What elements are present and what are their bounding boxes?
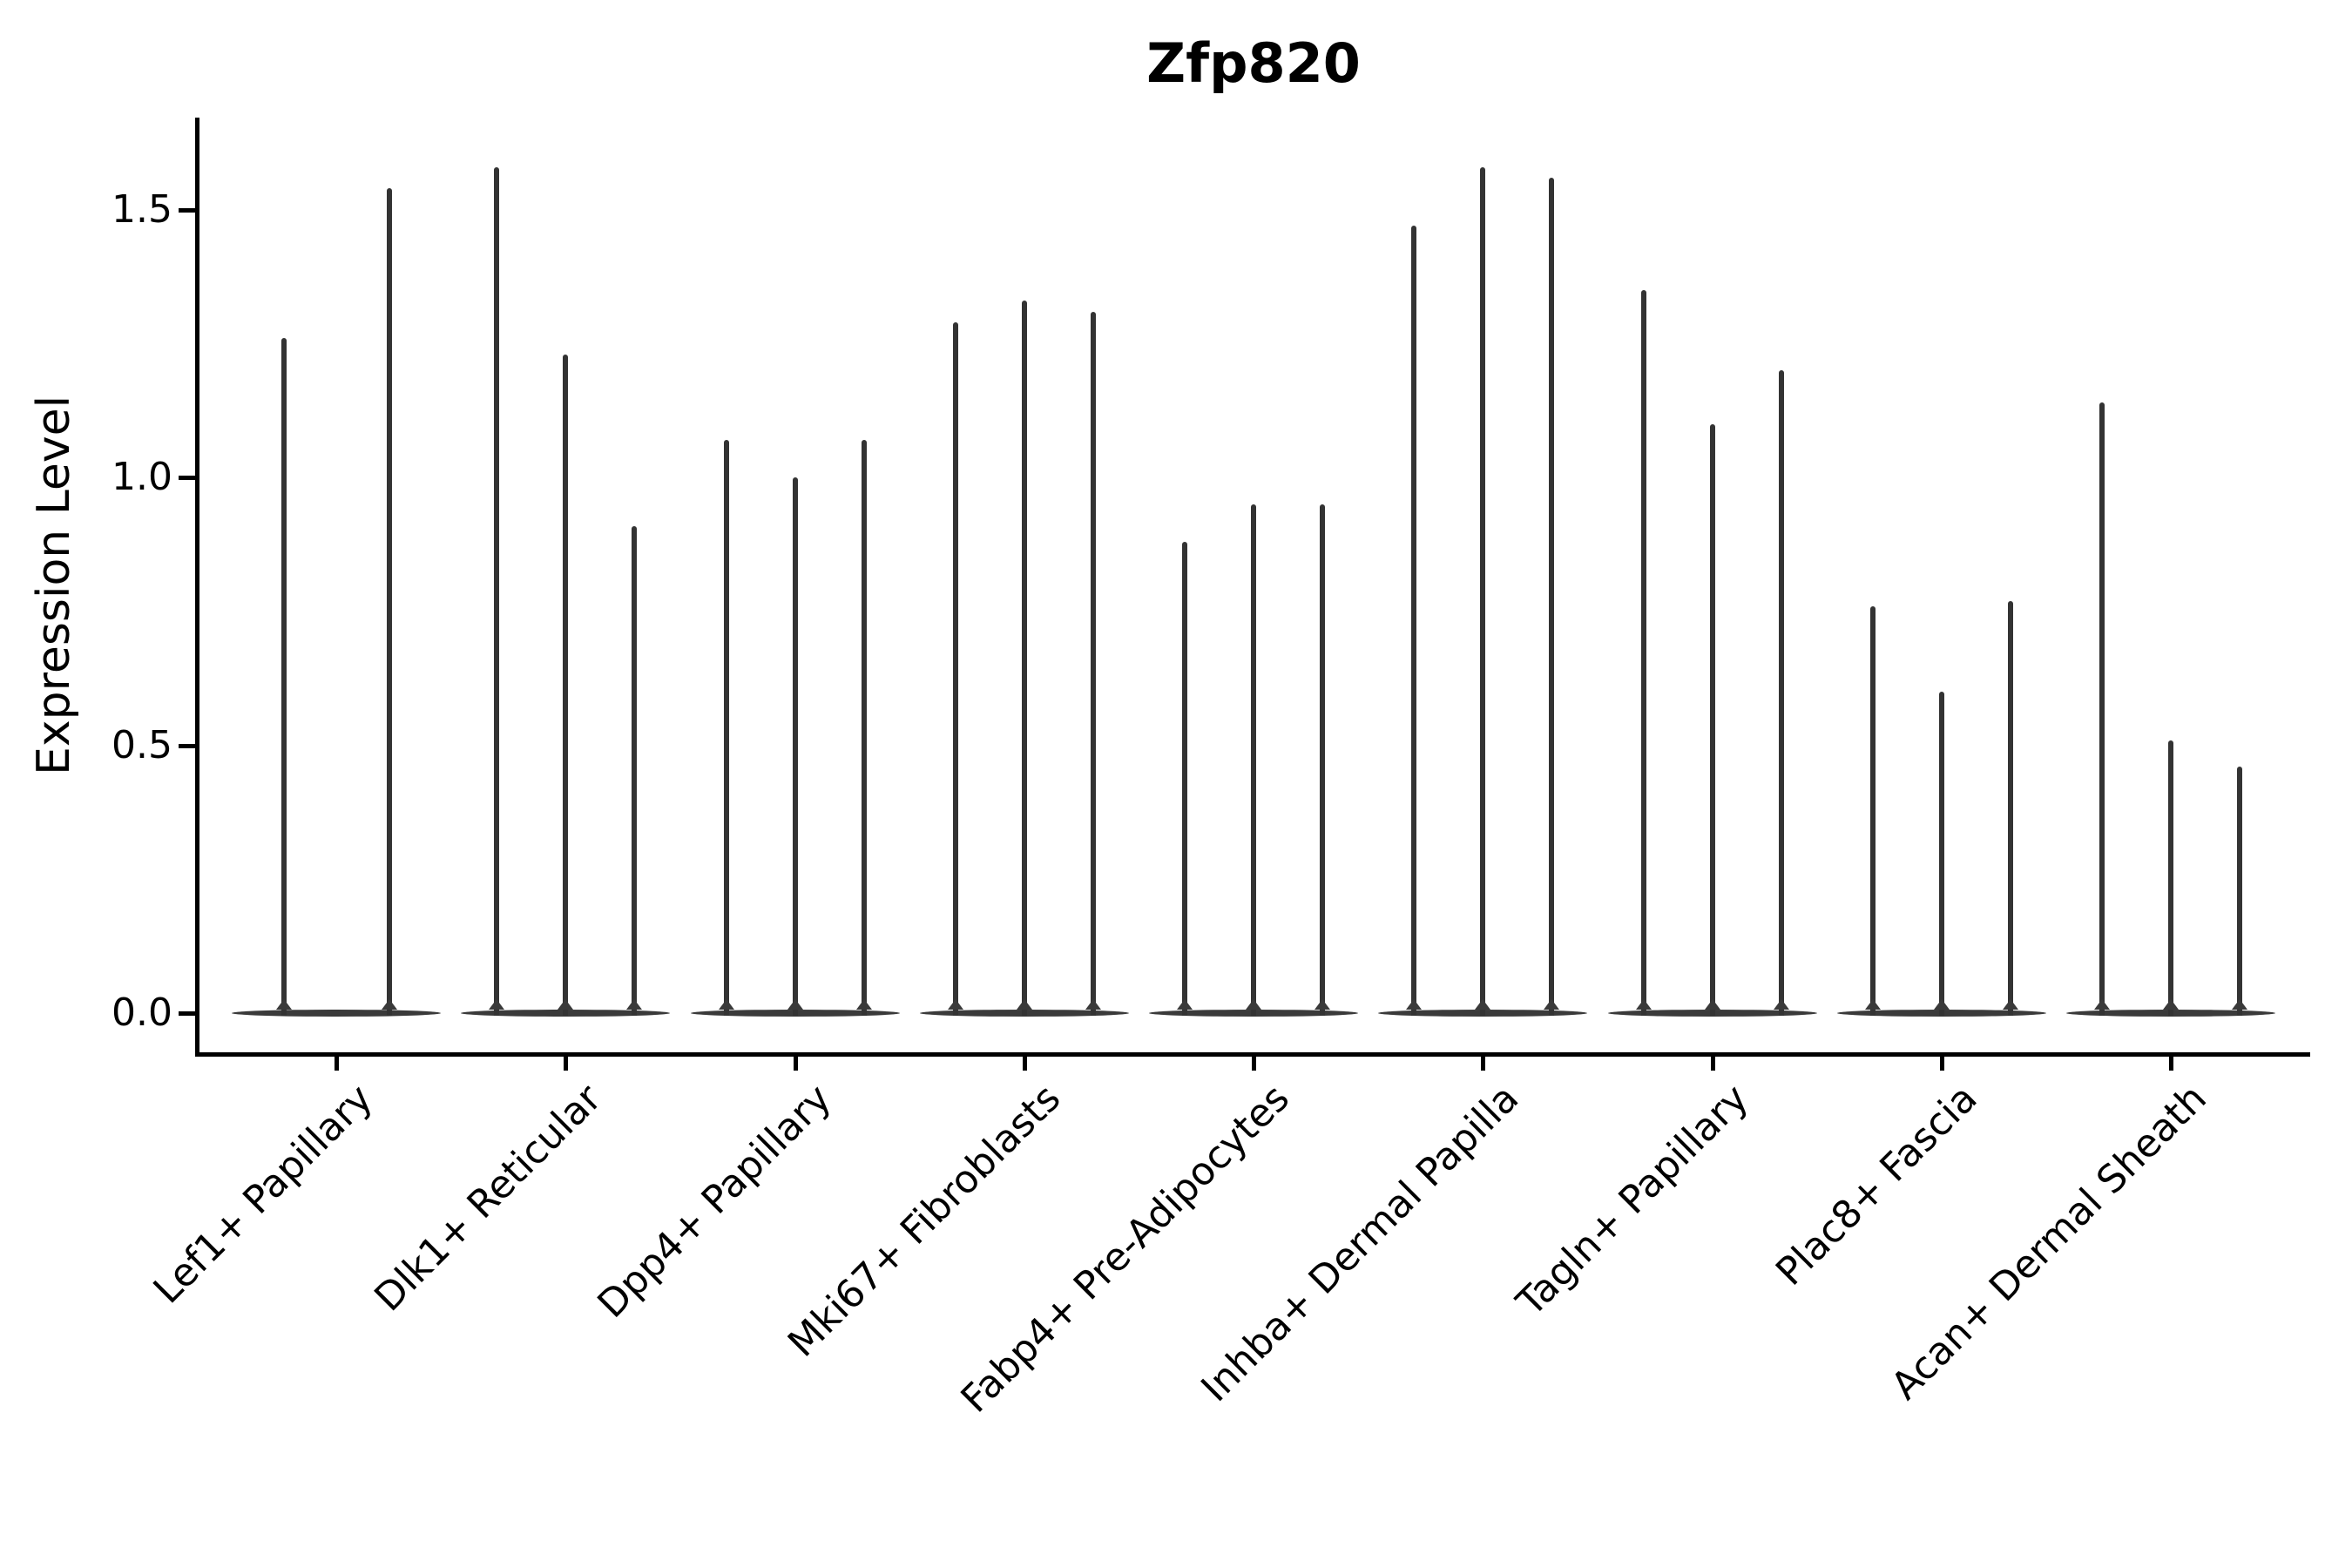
violin-spike-base bbox=[1635, 999, 1652, 1010]
violin-spike bbox=[1251, 504, 1256, 1016]
x-tick bbox=[1252, 1057, 1256, 1071]
violin-spike-base bbox=[1406, 999, 1423, 1010]
y-tick bbox=[179, 207, 196, 213]
violin-body bbox=[232, 1010, 441, 1017]
violin-spike-base bbox=[2094, 999, 2110, 1010]
violin-spike-base bbox=[1933, 999, 1950, 1010]
violin-spike bbox=[1480, 166, 1486, 1016]
violin-spike-base bbox=[855, 999, 872, 1010]
violin-spike-base bbox=[718, 999, 734, 1010]
violin-spike-base bbox=[787, 999, 803, 1010]
x-tick-label: Dlk1+ Reticular bbox=[366, 1076, 611, 1321]
x-tick bbox=[1022, 1057, 1027, 1071]
y-tick-label: 0.0 bbox=[112, 990, 172, 1035]
violin-spike bbox=[387, 188, 392, 1016]
x-tick-label: Dpp4+ Papillary bbox=[589, 1076, 840, 1327]
y-tick bbox=[179, 1011, 196, 1016]
violin-spike-base bbox=[1773, 999, 1789, 1010]
x-tick bbox=[1481, 1057, 1486, 1071]
violin-spike bbox=[632, 525, 638, 1016]
violin-spike bbox=[2237, 767, 2242, 1016]
violin-spike bbox=[1778, 370, 1784, 1016]
y-tick-label: 1.0 bbox=[112, 455, 172, 500]
violin-spike bbox=[281, 338, 287, 1016]
violin-spike bbox=[723, 440, 729, 1016]
violin-spike bbox=[952, 322, 958, 1016]
violin-spike bbox=[2007, 600, 2013, 1016]
violin-spike-base bbox=[1085, 999, 1101, 1010]
violin-spike bbox=[1709, 423, 1715, 1016]
x-tick bbox=[564, 1057, 569, 1071]
violin-spike bbox=[563, 354, 569, 1016]
violin-spike bbox=[494, 166, 500, 1016]
violin-spike bbox=[1021, 301, 1027, 1016]
violin-spike bbox=[2168, 740, 2173, 1016]
violin-spike bbox=[861, 440, 867, 1016]
violin-spike bbox=[1549, 178, 1555, 1016]
violin-spike-base bbox=[2232, 999, 2247, 1010]
violin-spike bbox=[1938, 692, 1944, 1016]
violin-spike-base bbox=[489, 999, 505, 1010]
violin-spike-base bbox=[1016, 999, 1032, 1010]
y-tick bbox=[179, 743, 196, 748]
x-tick bbox=[335, 1057, 339, 1071]
violin-spike-base bbox=[1864, 999, 1881, 1010]
y-tick-label: 0.5 bbox=[112, 722, 172, 767]
violin-spike bbox=[1320, 504, 1325, 1016]
violin-spike bbox=[1182, 542, 1187, 1016]
x-tick bbox=[1939, 1057, 1944, 1071]
violin-spike-base bbox=[382, 999, 397, 1010]
violin-spike-base bbox=[1544, 999, 1560, 1010]
violin-spike-base bbox=[947, 999, 963, 1010]
violin-spike-base bbox=[1177, 999, 1193, 1010]
violin-spike bbox=[2099, 402, 2105, 1016]
x-tick bbox=[1710, 1057, 1715, 1071]
chart-title: Zfp820 bbox=[1146, 31, 1361, 95]
violin-spike-base bbox=[1315, 999, 1330, 1010]
y-tick-label: 1.5 bbox=[112, 186, 172, 232]
x-axis-line bbox=[195, 1052, 2310, 1057]
violin-spike-base bbox=[1475, 999, 1491, 1010]
violin-spike bbox=[1090, 311, 1096, 1016]
violin-spike-base bbox=[1704, 999, 1720, 1010]
violin-spike-base bbox=[1246, 999, 1261, 1010]
violin-spike bbox=[1869, 605, 1876, 1016]
x-tick-label: Tagln+ Papillary bbox=[1508, 1076, 1757, 1325]
violin-spike-base bbox=[558, 999, 574, 1010]
x-tick-label: Lef1+ Papillary bbox=[145, 1076, 382, 1313]
violin-spike-base bbox=[276, 999, 292, 1010]
violin-spike bbox=[1411, 226, 1417, 1016]
x-tick-label: Plac8+ Fascia bbox=[1767, 1076, 1987, 1294]
y-tick bbox=[179, 476, 196, 481]
x-tick bbox=[2169, 1057, 2173, 1071]
x-tick bbox=[793, 1057, 798, 1071]
violin-spike bbox=[1640, 290, 1646, 1016]
y-axis-line bbox=[195, 118, 199, 1057]
violin-spike-base bbox=[626, 999, 643, 1010]
violin-spike-base bbox=[2163, 999, 2179, 1010]
violin-spike-base bbox=[2002, 999, 2018, 1010]
violin-spike bbox=[792, 477, 798, 1016]
